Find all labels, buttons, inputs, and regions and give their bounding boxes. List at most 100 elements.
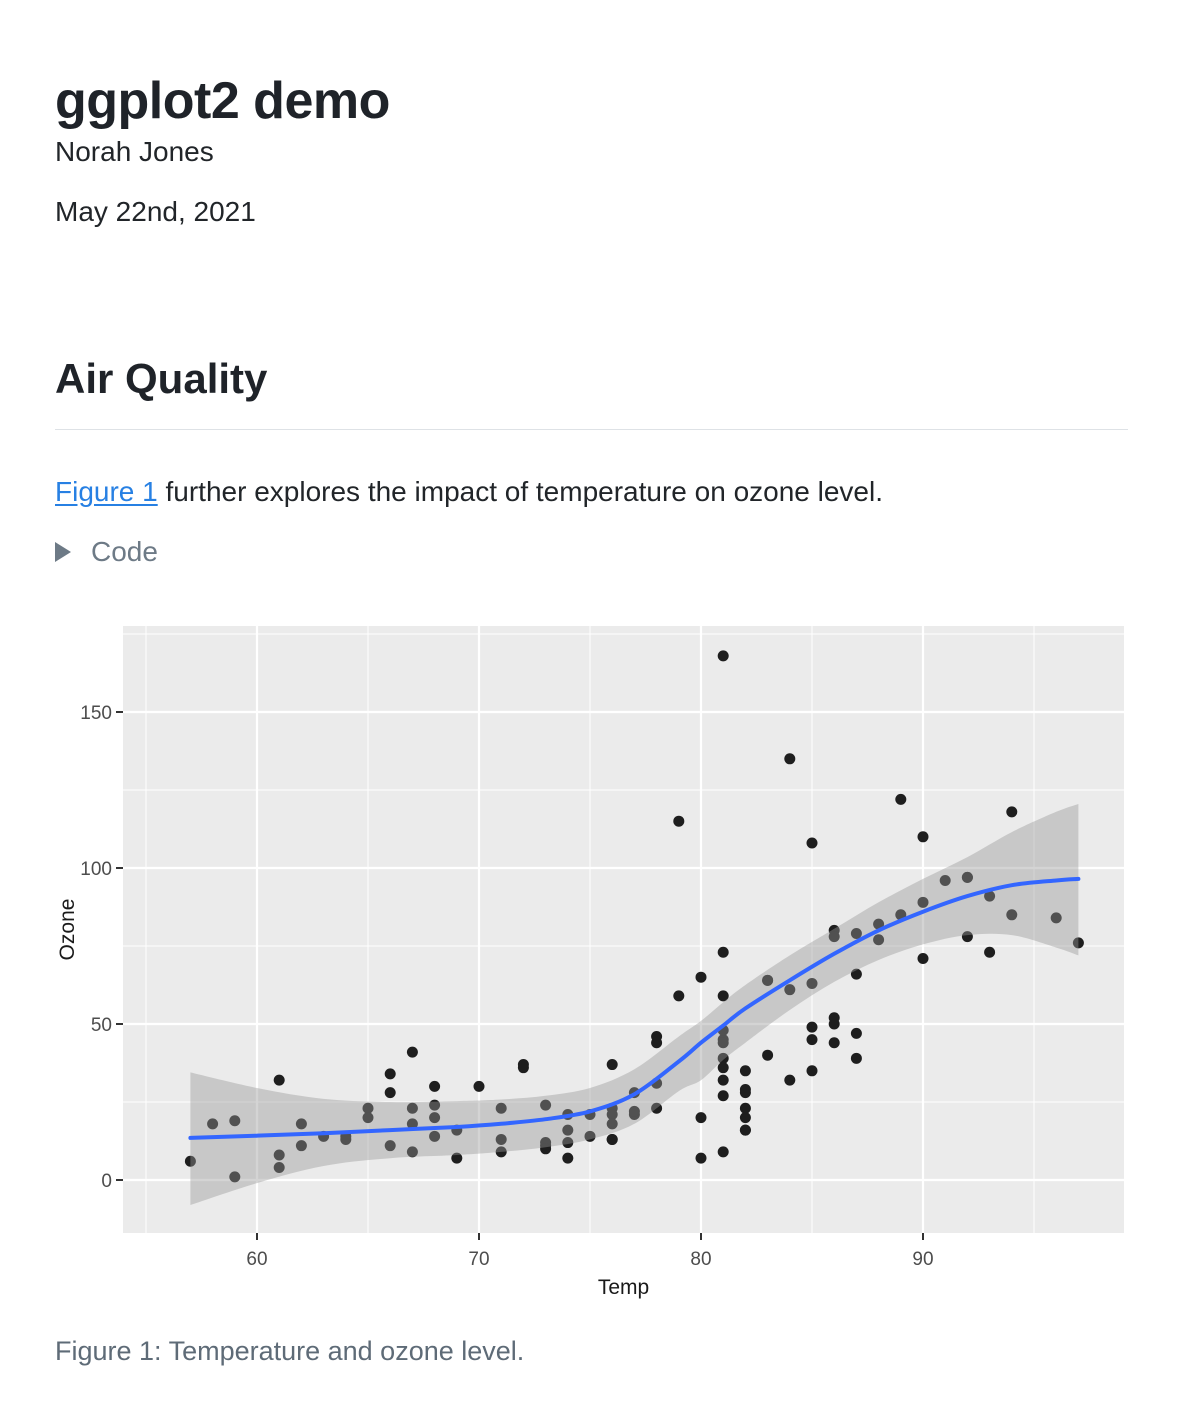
data-point — [562, 1124, 574, 1136]
data-point — [207, 1118, 219, 1130]
data-point — [651, 1102, 663, 1114]
data-point — [273, 1149, 285, 1161]
data-point — [495, 1102, 507, 1114]
data-point — [295, 1118, 307, 1130]
data-point — [717, 1062, 729, 1074]
plot-panel — [123, 626, 1124, 1233]
data-point — [850, 1052, 862, 1064]
data-point — [1050, 912, 1062, 924]
data-point — [562, 1137, 574, 1149]
data-point — [429, 1080, 441, 1092]
data-point — [784, 753, 796, 765]
data-point — [606, 1133, 618, 1145]
data-point — [850, 968, 862, 980]
scatter-points — [184, 650, 1084, 1183]
data-point — [406, 1102, 418, 1114]
page-title: ggplot2 demo — [55, 71, 390, 130]
data-point — [1006, 909, 1018, 921]
data-point — [984, 890, 996, 902]
author: Norah Jones — [55, 136, 214, 167]
data-point — [762, 974, 774, 986]
data-point — [562, 1152, 574, 1164]
svg-text:90: 90 — [912, 1249, 933, 1270]
ggplot-scatter-chart: 60 70 80 90 0 50 100 150 Temp Ozone — [56, 626, 1124, 1299]
data-point — [406, 1146, 418, 1158]
data-point — [695, 1112, 707, 1124]
data-point — [828, 1018, 840, 1030]
figure-caption: Figure 1: Temperature and ozone level. — [55, 1336, 525, 1366]
svg-text:0: 0 — [101, 1171, 112, 1192]
data-point — [717, 1074, 729, 1086]
data-point — [717, 990, 729, 1002]
data-point — [606, 1059, 618, 1071]
data-point — [473, 1080, 485, 1092]
data-point — [806, 1021, 818, 1033]
data-point — [784, 984, 796, 996]
data-point — [961, 871, 973, 883]
data-point — [606, 1108, 618, 1120]
data-point — [673, 990, 685, 1002]
x-axis-title: Temp — [598, 1276, 649, 1299]
data-point — [606, 1118, 618, 1130]
data-point — [717, 1090, 729, 1102]
loess-smooth-line — [188, 876, 1081, 1140]
data-point — [984, 946, 996, 958]
svg-text:100: 100 — [80, 859, 112, 880]
data-point — [806, 837, 818, 849]
data-point — [384, 1140, 396, 1152]
data-point — [1072, 937, 1084, 949]
data-point — [540, 1143, 552, 1155]
data-point — [850, 1027, 862, 1039]
data-point — [406, 1118, 418, 1130]
data-point — [828, 1037, 840, 1049]
data-point — [873, 934, 885, 946]
data-point — [451, 1152, 463, 1164]
data-point — [739, 1112, 751, 1124]
data-point — [429, 1099, 441, 1111]
data-point — [384, 1068, 396, 1080]
data-point — [806, 1065, 818, 1077]
data-point — [517, 1059, 529, 1071]
data-point — [429, 1112, 441, 1124]
data-point — [762, 1049, 774, 1061]
svg-text:60: 60 — [246, 1249, 267, 1270]
data-point — [739, 1065, 751, 1077]
data-point — [495, 1146, 507, 1158]
data-point — [739, 1102, 751, 1114]
data-point — [340, 1133, 352, 1145]
data-point — [1006, 806, 1018, 818]
data-point — [739, 1124, 751, 1136]
disclosure-triangle-icon — [55, 542, 71, 562]
axis-tick-marks — [116, 711, 924, 1240]
data-point — [406, 1046, 418, 1058]
data-point — [806, 1034, 818, 1046]
data-point — [273, 1074, 285, 1086]
svg-text:150: 150 — [80, 703, 112, 724]
data-point — [495, 1133, 507, 1145]
data-point — [850, 928, 862, 940]
confidence-band — [190, 804, 1079, 1205]
data-point — [939, 874, 951, 886]
data-point — [362, 1112, 374, 1124]
x-axis-tick-labels: 60 70 80 90 — [246, 1249, 933, 1270]
code-fold-label: Code — [91, 536, 158, 567]
y-axis-title: Ozone — [56, 899, 79, 961]
data-point — [806, 977, 818, 989]
data-point — [717, 1037, 729, 1049]
data-point — [362, 1102, 374, 1114]
data-point — [917, 896, 929, 908]
data-point — [917, 831, 929, 843]
code-fold-toggle[interactable]: Code — [55, 536, 158, 568]
data-point — [917, 952, 929, 964]
section-heading-air-quality: Air Quality — [55, 355, 1128, 430]
data-point — [717, 1146, 729, 1158]
data-point — [184, 1155, 196, 1167]
data-point — [739, 1087, 751, 1099]
publish-date: May 22nd, 2021 — [55, 196, 256, 227]
data-point — [717, 946, 729, 958]
figure-1-link[interactable]: Figure 1 — [55, 476, 158, 507]
data-point — [828, 931, 840, 943]
y-axis-tick-labels: 0 50 100 150 — [80, 703, 112, 1192]
data-point — [584, 1130, 596, 1142]
